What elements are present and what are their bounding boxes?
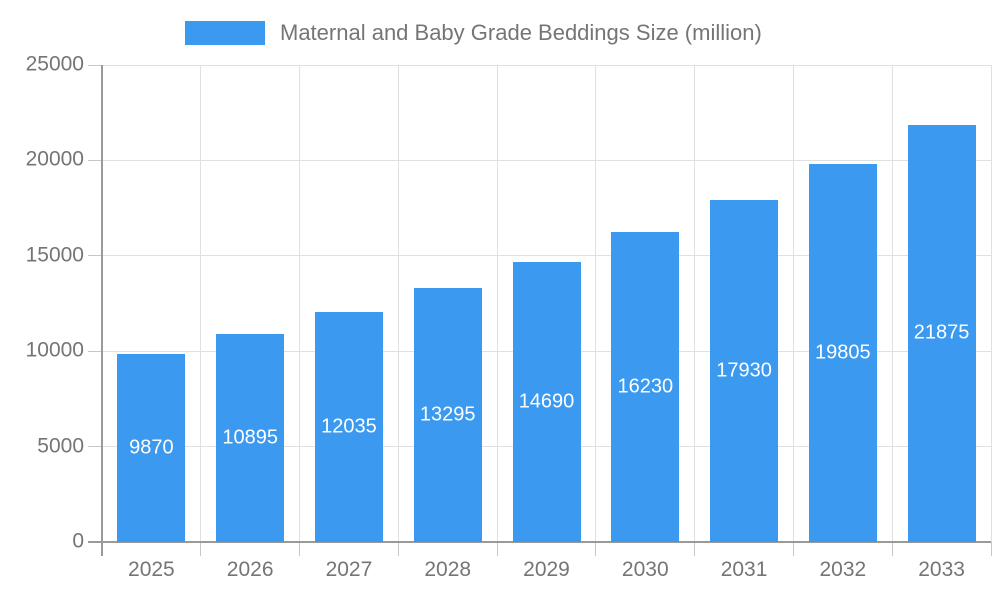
x-axis-tick — [397, 542, 399, 556]
bar-2029[interactable] — [512, 261, 581, 542]
bar-2031[interactable] — [710, 199, 779, 542]
y-axis-tick — [88, 350, 102, 352]
x-gridline — [694, 65, 696, 542]
x-axis-tick-label: 2033 — [918, 558, 965, 581]
x-gridline — [496, 65, 498, 542]
y-axis-tick — [88, 64, 102, 66]
y-axis-tick-label: 25000 — [25, 52, 84, 76]
legend-swatch-icon — [185, 21, 265, 45]
x-axis-tick-label: 2030 — [621, 558, 669, 581]
x-axis-tick — [595, 542, 597, 556]
bar-2030[interactable] — [611, 232, 680, 542]
x-axis-tick — [792, 542, 794, 556]
x-axis-line — [88, 541, 991, 543]
x-axis-tick — [990, 542, 992, 556]
x-gridline — [595, 65, 597, 542]
y-axis-tick — [88, 255, 102, 257]
x-gridline — [299, 65, 301, 542]
x-axis-tick — [299, 542, 301, 556]
x-axis-tick-label: 2025 — [128, 558, 175, 581]
bar-value-label: 21875 — [913, 321, 970, 344]
x-gridline — [891, 65, 893, 542]
y-gridline — [102, 159, 991, 161]
bar-2028[interactable] — [413, 288, 482, 542]
bar-2033[interactable] — [907, 124, 976, 542]
bar-2032[interactable] — [808, 164, 877, 542]
x-axis-tick — [200, 542, 202, 556]
y-gridline — [102, 255, 991, 257]
x-axis-tick-label: 2028 — [424, 558, 472, 581]
x-axis-tick-label: 2029 — [523, 558, 570, 581]
y-axis-line — [101, 65, 103, 556]
y-axis-tick-label: 5000 — [37, 434, 84, 458]
bar-2025[interactable] — [117, 353, 186, 542]
bar-value-label: 13295 — [419, 403, 476, 426]
y-axis-tick — [88, 159, 102, 161]
x-axis-tick — [891, 542, 893, 556]
bar-value-label: 9870 — [129, 436, 174, 459]
bar-2026[interactable] — [216, 334, 285, 542]
x-axis-tick-label: 2031 — [720, 558, 768, 581]
x-gridline — [397, 65, 399, 542]
y-axis-tick-label: 0 — [72, 529, 84, 553]
x-gridline — [200, 65, 202, 542]
y-gridline — [102, 64, 991, 66]
x-axis-tick-label: 2027 — [325, 558, 373, 581]
x-gridline — [990, 65, 992, 542]
bar-value-label: 16230 — [617, 375, 674, 398]
x-axis-tick-label: 2032 — [819, 558, 867, 581]
x-axis-tick — [496, 542, 498, 556]
bar-value-label: 14690 — [518, 390, 575, 413]
bar-value-label: 12035 — [321, 415, 377, 438]
y-axis-tick-label: 10000 — [25, 338, 84, 362]
bar-value-label: 17930 — [716, 359, 772, 382]
x-gridline — [792, 65, 794, 542]
bar-value-label: 19805 — [815, 341, 871, 364]
bar-value-label: 10895 — [222, 426, 278, 449]
x-axis-tick-label: 2026 — [226, 558, 274, 581]
y-axis-tick-label: 20000 — [25, 147, 84, 171]
bar-2027[interactable] — [314, 312, 383, 542]
y-axis-tick — [88, 446, 102, 448]
x-axis-tick — [694, 542, 696, 556]
chart-legend-item[interactable]: Maternal and Baby Grade Beddings Size (m… — [185, 20, 762, 46]
y-axis-tick-label: 15000 — [25, 243, 84, 267]
legend-label: Maternal and Baby Grade Beddings Size (m… — [280, 20, 762, 45]
